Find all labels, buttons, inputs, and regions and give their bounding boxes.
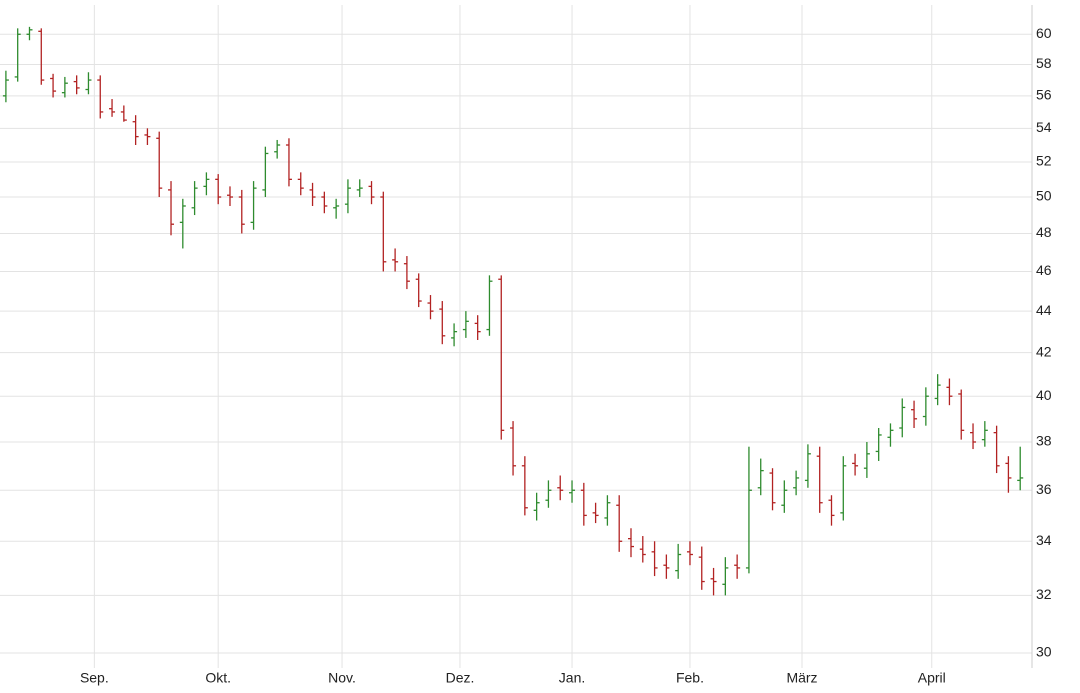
x-tick-label: April xyxy=(918,670,946,686)
labels: 30 32 34 36 38 40 42 44 46 48 50 52 54 56 58 60 Sep. Okt.… xyxy=(80,25,1052,686)
y-tick-label: 50 xyxy=(1036,188,1052,204)
y-tick-label: 44 xyxy=(1036,302,1052,318)
y-tick-label: 36 xyxy=(1036,481,1052,497)
x-tick-label: Nov. xyxy=(328,670,356,686)
x-tick-label: Okt. xyxy=(205,670,231,686)
y-tick-label: 52 xyxy=(1036,153,1052,169)
y-tick-label: 42 xyxy=(1036,343,1052,359)
y-tick-label: 54 xyxy=(1036,119,1052,135)
y-tick-label: 32 xyxy=(1036,586,1052,602)
x-tick-label: Feb. xyxy=(676,670,704,686)
bars xyxy=(2,26,1024,596)
x-tick-label: Sep. xyxy=(80,670,109,686)
x-tick-label: Dez. xyxy=(446,670,475,686)
y-tick-label: 48 xyxy=(1036,224,1052,240)
x-tick-label: März xyxy=(786,670,817,686)
x-tick-label: Jan. xyxy=(559,670,585,686)
y-tick-label: 56 xyxy=(1036,87,1052,103)
y-tick-label: 58 xyxy=(1036,55,1052,71)
grid xyxy=(0,5,1032,668)
y-tick-label: 40 xyxy=(1036,387,1052,403)
y-tick-label: 46 xyxy=(1036,262,1052,278)
y-tick-label: 60 xyxy=(1036,25,1052,41)
y-tick-label: 38 xyxy=(1036,433,1052,449)
y-tick-label: 30 xyxy=(1036,644,1052,660)
y-tick-label: 34 xyxy=(1036,532,1052,548)
